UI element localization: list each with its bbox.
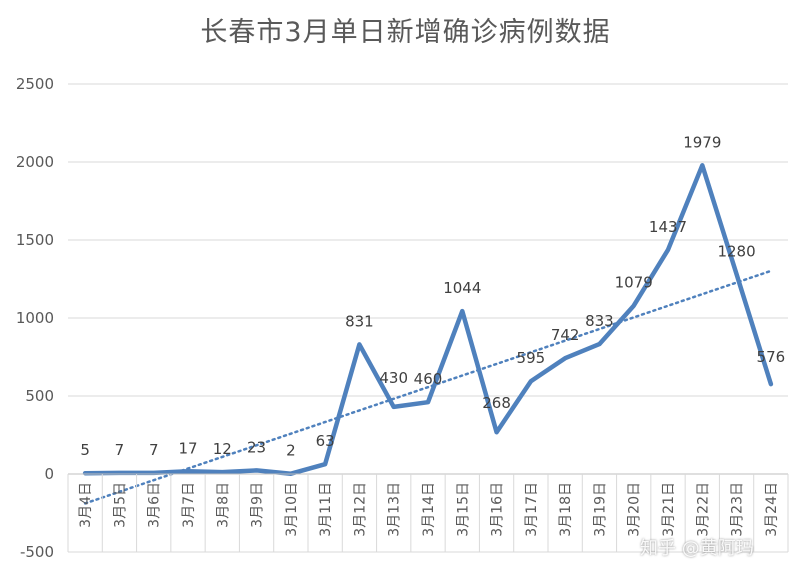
x-tick-label: 3月8日 bbox=[215, 482, 231, 528]
x-tick-label: 3月5日 bbox=[112, 482, 128, 528]
x-tick-label: 3月4日 bbox=[78, 482, 94, 528]
x-tick-label: 3月9日 bbox=[250, 482, 266, 528]
x-tick-label: 3月20日 bbox=[627, 482, 643, 537]
x-tick-label: 3月17日 bbox=[524, 482, 540, 537]
x-tick-label: 3月19日 bbox=[592, 482, 608, 537]
x-tick-label: 3月6日 bbox=[147, 482, 163, 528]
data-label: 1437 bbox=[649, 218, 687, 236]
y-tick-label: -500 bbox=[20, 543, 54, 561]
y-tick-label: 1000 bbox=[16, 309, 54, 327]
x-tick-label: 3月22日 bbox=[695, 482, 711, 537]
y-tick-label: 2000 bbox=[16, 153, 54, 171]
data-label: 12 bbox=[213, 440, 232, 458]
chart-title: 长春市3月单日新增确诊病例数据 bbox=[200, 17, 611, 48]
x-tick-label: 3月12日 bbox=[352, 482, 368, 537]
data-label: 23 bbox=[247, 438, 266, 456]
data-label: 268 bbox=[482, 394, 511, 412]
series-line bbox=[82, 163, 774, 476]
data-label: 7 bbox=[149, 441, 159, 459]
data-label: 5 bbox=[80, 441, 90, 459]
x-tick-label: 3月18日 bbox=[558, 482, 574, 537]
data-label: 430 bbox=[379, 369, 408, 387]
data-label: 1280 bbox=[717, 242, 755, 260]
data-label: 7 bbox=[115, 441, 125, 459]
data-label: 742 bbox=[551, 326, 580, 344]
watermark: 知乎 @黄阿玛 bbox=[640, 538, 754, 559]
data-label: 831 bbox=[345, 312, 374, 330]
x-tick-label: 3月13日 bbox=[387, 482, 403, 537]
x-tick-label: 3月15日 bbox=[455, 482, 471, 537]
y-tick-label: 1500 bbox=[16, 231, 54, 249]
x-tick-label: 3月21日 bbox=[661, 482, 677, 537]
data-label: 1079 bbox=[615, 274, 653, 292]
data-label: 2 bbox=[286, 442, 296, 460]
data-label: 17 bbox=[178, 439, 197, 457]
y-tick-label: 500 bbox=[25, 387, 54, 405]
x-tick-label: 3月23日 bbox=[730, 482, 746, 537]
y-tick-label: 2500 bbox=[16, 75, 54, 93]
y-tick-label: 0 bbox=[44, 465, 54, 483]
x-tick-label: 3月14日 bbox=[421, 482, 437, 537]
x-tick-label: 3月10日 bbox=[284, 482, 300, 537]
x-tick-label: 3月7日 bbox=[181, 482, 197, 528]
data-label: 576 bbox=[757, 348, 786, 366]
x-tick-label: 3月11日 bbox=[318, 482, 334, 537]
data-label: 1979 bbox=[683, 133, 721, 151]
trendline bbox=[83, 269, 773, 505]
data-label: 63 bbox=[316, 432, 335, 450]
data-label: 1044 bbox=[443, 279, 481, 297]
data-label: 833 bbox=[585, 312, 614, 330]
x-tick-label: 3月16日 bbox=[490, 482, 506, 537]
data-label: 460 bbox=[414, 370, 443, 388]
x-tick-label: 3月24日 bbox=[764, 482, 780, 537]
data-label: 595 bbox=[517, 349, 546, 367]
